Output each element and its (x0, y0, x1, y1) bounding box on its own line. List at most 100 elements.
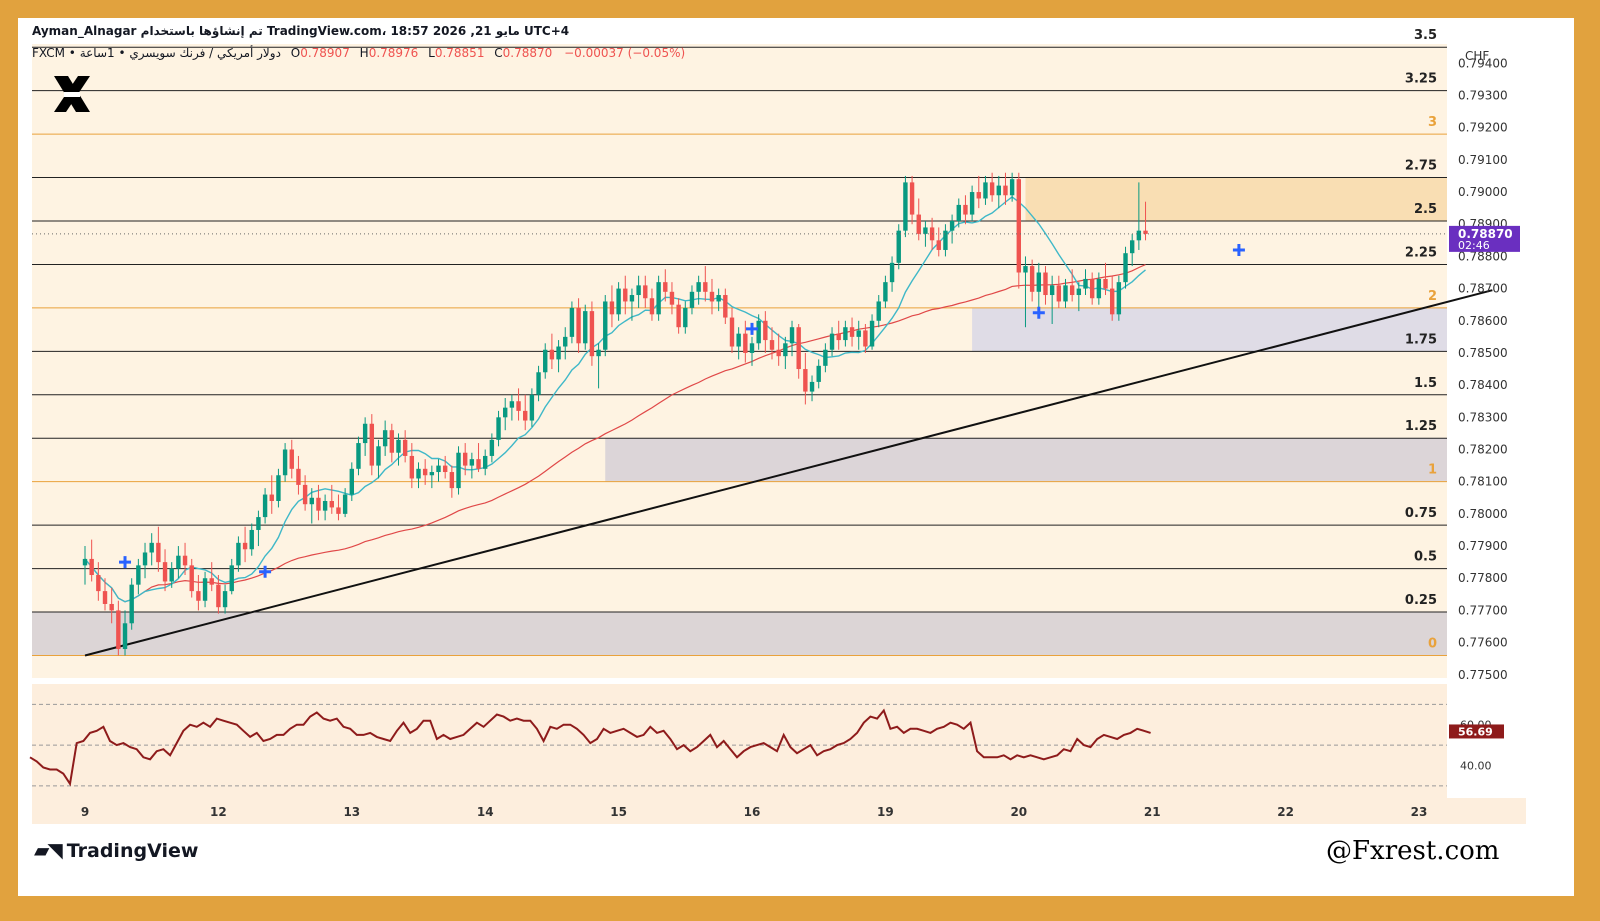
price-tick-label: 0.77500 (1458, 668, 1508, 682)
candle-body (756, 320, 761, 344)
ma-fast-line (84, 196, 1146, 603)
candle-body (1083, 278, 1088, 289)
candle-body (189, 565, 194, 592)
candle-body (169, 568, 174, 582)
candle-body (829, 333, 835, 350)
candle-body (256, 517, 261, 530)
candle-body (983, 182, 988, 199)
candle-body (909, 182, 915, 215)
time-tick-label: 14 (477, 805, 494, 819)
candle-body (456, 452, 461, 489)
candle-body (229, 565, 234, 592)
change-value: −0.00037 (−0.05%) (564, 46, 686, 60)
price-tick-label: 0.77700 (1458, 603, 1508, 617)
candle-body (529, 394, 535, 421)
candle-body (342, 494, 348, 514)
candle-body (856, 330, 861, 337)
fib-label: 1.5 (1414, 376, 1437, 391)
candle-body (949, 221, 955, 231)
candle-body (236, 542, 241, 566)
time-axis-bg (32, 798, 1526, 824)
candle-body (656, 282, 661, 315)
candle-body (583, 311, 588, 344)
candle-body (923, 227, 928, 234)
candle-body (1049, 285, 1055, 296)
candle-body (302, 484, 308, 505)
candle-body (129, 584, 134, 624)
candle-body (729, 317, 735, 347)
zones (32, 177, 1447, 656)
candle-body (496, 417, 501, 440)
candle-body (663, 282, 668, 292)
currency-label[interactable]: CHF (1465, 49, 1489, 63)
candle-body (803, 369, 808, 392)
rsi-tag-value: 56.69 (1458, 725, 1493, 738)
tradingview-logo[interactable]: ▰◥ TradingView (34, 838, 198, 862)
candle-body (489, 439, 495, 456)
candle-body (696, 282, 701, 292)
price-tag-countdown: 02:46 (1458, 239, 1490, 252)
fib-label: 2 (1428, 289, 1437, 304)
fib-label: 2.25 (1405, 245, 1437, 260)
candles (82, 172, 1148, 656)
low-value: 0.78851 (434, 46, 485, 60)
fib-label: 2.5 (1414, 202, 1437, 217)
candle-body (1076, 288, 1082, 296)
candle-body (329, 500, 334, 508)
candle-body (362, 423, 368, 444)
candle-body (322, 500, 328, 511)
candle-body (249, 529, 254, 550)
candle-body (296, 468, 301, 485)
price-tag-bg (1449, 225, 1520, 252)
close-value: 0.78870 (502, 46, 553, 60)
candle-body (116, 610, 121, 650)
candle-body (823, 349, 828, 366)
price-tick-label: 0.78400 (1458, 378, 1508, 392)
candle-body (769, 340, 775, 350)
candle-body (1123, 253, 1128, 283)
candle-body (109, 603, 114, 611)
candle-body (503, 407, 508, 418)
price-axis[interactable]: 0.77500 0.77600 0.77700 0.77800 0.77900 0.780… (1458, 49, 1508, 682)
candle-body (596, 349, 601, 357)
time-tick-label: 9 (81, 805, 89, 819)
price-tick-label: 0.79100 (1458, 153, 1508, 167)
candle-body (469, 459, 475, 466)
trendline-line[interactable] (84, 289, 1493, 657)
time-tick-label: 13 (343, 805, 360, 819)
time-axis[interactable]: 9 12 13 14 15 16 19 20 21 22 23 (81, 805, 1428, 819)
candle-body (576, 307, 581, 344)
candle-body (382, 430, 388, 447)
candle-body (476, 459, 481, 469)
fib-label: 0.5 (1414, 550, 1437, 565)
candle-body (736, 333, 741, 347)
candle-body (616, 288, 621, 315)
fib-label: 3.5 (1414, 28, 1437, 43)
candle-body (889, 262, 895, 283)
price-tick-label: 0.78000 (1458, 507, 1508, 521)
candle-body (643, 285, 648, 299)
time-tick-label: 20 (1010, 805, 1027, 819)
candle-body (943, 230, 948, 250)
candle-body (1103, 278, 1108, 289)
zone-rect (32, 612, 1447, 656)
symbol-label[interactable]: FXCM • دولار أمريكي / فرنك سويسري • 1ساع… (32, 46, 281, 60)
candle-body (182, 555, 188, 566)
candle-body (723, 295, 728, 318)
price-tick-label: 0.79000 (1458, 185, 1508, 199)
candle-body (683, 307, 688, 328)
watermark: @Fxrest.com (1326, 836, 1500, 866)
candle-body (523, 410, 528, 421)
candle-body (349, 468, 354, 495)
candle-body (809, 381, 815, 392)
candle-body (763, 320, 768, 341)
fib-label: 1.75 (1405, 332, 1437, 347)
candle-body (556, 346, 561, 360)
candle-body (956, 204, 961, 222)
candle-body (516, 401, 521, 411)
candle-body (1063, 285, 1068, 302)
price-tick-label: 0.78700 (1458, 282, 1508, 296)
